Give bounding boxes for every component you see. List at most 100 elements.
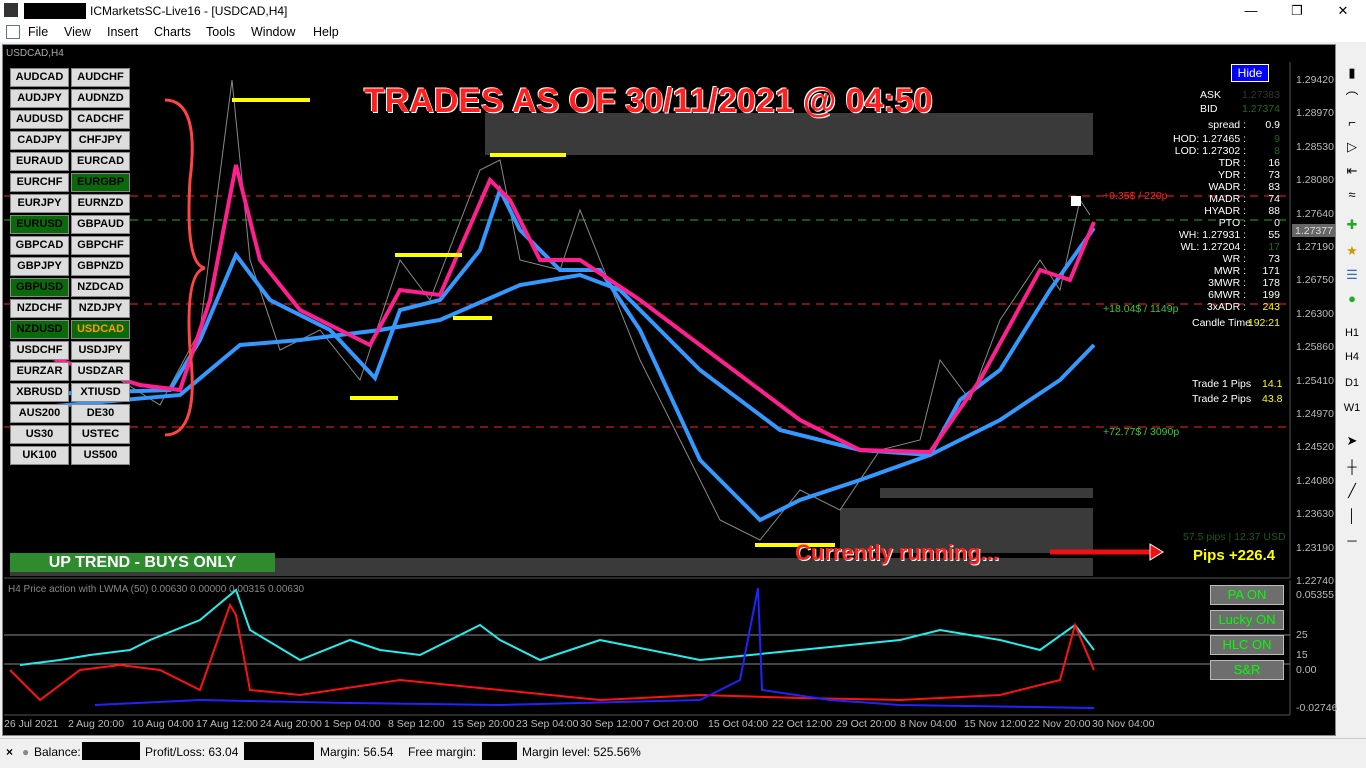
- line-label-2: +72.77$ / 3090p: [1103, 426, 1180, 438]
- sr-button[interactable]: S&R: [1210, 660, 1284, 680]
- symbol-button-de30[interactable]: DE30: [71, 404, 130, 423]
- tf-h4[interactable]: H4: [1344, 351, 1360, 363]
- price-tick: 1.23630: [1296, 508, 1334, 521]
- info-value: 73: [1268, 253, 1280, 265]
- symbol-button-audusd[interactable]: AUDUSD: [10, 110, 69, 129]
- date-tick: 8 Nov 04:00: [900, 718, 957, 730]
- symbol-button-eurjpy[interactable]: EURJPY: [10, 194, 69, 213]
- symbol-button-chfjpy[interactable]: CHFJPY: [71, 131, 130, 150]
- cursor-icon[interactable]: ➤: [1346, 433, 1358, 448]
- indicators-icon[interactable]: ≈: [1348, 187, 1356, 202]
- redacted-free-margin: [482, 742, 517, 760]
- vertical-line-icon[interactable]: │: [1347, 508, 1357, 523]
- symbol-button-uk100[interactable]: UK100: [10, 446, 69, 465]
- symbol-button-nzdchf[interactable]: NZDCHF: [10, 299, 69, 318]
- bar-chart-icon[interactable]: ▮: [1348, 65, 1356, 80]
- tf-h1[interactable]: H1: [1344, 327, 1360, 339]
- info-label: WR :: [1222, 253, 1246, 265]
- maximize-button[interactable]: ❐: [1291, 3, 1303, 18]
- symbol-button-cadjpy[interactable]: CADJPY: [10, 131, 69, 150]
- app-icon: [4, 3, 18, 17]
- horizontal-line-icon[interactable]: ─: [1347, 533, 1357, 548]
- line-label-1: +18.04$ / 1149p: [1103, 303, 1179, 315]
- symbol-button-gbpjpy[interactable]: GBPJPY: [10, 257, 69, 276]
- lucky-on-button[interactable]: Lucky ON: [1210, 610, 1284, 630]
- symbol-button-gbpusd[interactable]: GBPUSD: [10, 278, 69, 297]
- symbol-button-us30[interactable]: US30: [10, 425, 69, 444]
- symbol-button-gbpnzd[interactable]: GBPNZD: [71, 257, 130, 276]
- close-terminal-icon[interactable]: ×: [6, 745, 14, 759]
- symbol-button-eurnzd[interactable]: EURNZD: [71, 194, 130, 213]
- step-chart-icon[interactable]: ⌐: [1348, 115, 1356, 130]
- menu-file[interactable]: File: [28, 25, 49, 39]
- market-icon[interactable]: ●: [1348, 291, 1356, 306]
- symbol-button-audchf[interactable]: AUDCHF: [71, 68, 130, 87]
- symbol-button-usdchf[interactable]: USDCHF: [10, 341, 69, 360]
- symbol-button-gbpchf[interactable]: GBPCHF: [71, 236, 130, 255]
- symbol-button-usdjpy[interactable]: USDJPY: [71, 341, 130, 360]
- menu-insert[interactable]: Insert: [107, 25, 139, 39]
- ind-tick-min: -0.02746: [1296, 702, 1338, 714]
- tf-d1[interactable]: D1: [1344, 377, 1360, 389]
- date-tick: 23 Sep 04:00: [516, 718, 579, 730]
- info-value: 73: [1268, 169, 1280, 181]
- symbol-button-eurgbp[interactable]: EURGBP: [71, 173, 130, 192]
- symbol-button-nzdusd[interactable]: NZDUSD: [10, 320, 69, 339]
- symbol-button-nzdjpy[interactable]: NZDJPY: [71, 299, 130, 318]
- symbol-button-gbpaud[interactable]: GBPAUD: [71, 215, 130, 234]
- menu-tools[interactable]: Tools: [206, 25, 236, 39]
- navigator-icon[interactable]: ☰: [1346, 267, 1358, 282]
- symbol-button-audnzd[interactable]: AUDNZD: [71, 89, 130, 108]
- new-chart-icon[interactable]: ✚: [1346, 217, 1358, 232]
- symbol-button-eurchf[interactable]: EURCHF: [10, 173, 69, 192]
- price-tick: 1.26750: [1296, 274, 1334, 287]
- info-value: 0: [1274, 217, 1280, 229]
- menu-view[interactable]: View: [64, 25, 91, 39]
- info-value: 9: [1274, 133, 1280, 145]
- hide-button[interactable]: Hide: [1231, 64, 1269, 82]
- crosshair-icon[interactable]: ┼: [1347, 459, 1357, 474]
- info-value: 178: [1262, 277, 1280, 289]
- symbol-button-aus200[interactable]: AUS200: [10, 404, 69, 423]
- line-chart-icon[interactable]: ⌒: [1345, 91, 1359, 106]
- price-tick: 1.25410: [1296, 374, 1334, 387]
- menu-help[interactable]: Help: [313, 25, 339, 39]
- menu-charts[interactable]: Charts: [154, 25, 191, 39]
- tf-w1[interactable]: W1: [1343, 402, 1361, 414]
- info-value: 16: [1268, 157, 1280, 169]
- symbol-button-usdzar[interactable]: USDZAR: [71, 362, 130, 381]
- symbol-button-xbrusd[interactable]: XBRUSD: [10, 383, 69, 402]
- symbol-button-usdcad[interactable]: USDCAD: [71, 320, 130, 339]
- minimize-button[interactable]: —: [1244, 3, 1258, 18]
- hlc-on-button[interactable]: HLC ON: [1210, 635, 1284, 655]
- symbol-button-cadchf[interactable]: CADCHF: [71, 110, 130, 129]
- symbol-button-eurusd[interactable]: EURUSD: [10, 215, 69, 234]
- balance-label: Balance:: [34, 745, 81, 759]
- symbol-button-gbpcad[interactable]: GBPCAD: [10, 236, 69, 255]
- symbol-button-ustec[interactable]: USTEC: [71, 425, 130, 444]
- symbol-button-xtiusd[interactable]: XTIUSD: [71, 383, 130, 402]
- ind-tick-max: 0.05355: [1296, 589, 1334, 601]
- close-button[interactable]: ✕: [1337, 3, 1349, 18]
- symbol-button-eurcad[interactable]: EURCAD: [71, 152, 130, 171]
- margin-level: Margin level: 525.56%: [522, 745, 641, 759]
- symbol-button-euraud[interactable]: EURAUD: [10, 152, 69, 171]
- menu-window[interactable]: Window: [251, 25, 296, 39]
- trendline-icon[interactable]: ╱: [1348, 483, 1356, 498]
- date-tick: 1 Sep 04:00: [324, 718, 381, 730]
- symbol-button-eurzar[interactable]: EURZAR: [10, 362, 69, 381]
- autoscroll-icon[interactable]: ▷: [1347, 139, 1357, 154]
- pa-on-button[interactable]: PA ON: [1210, 585, 1284, 605]
- symbol-button-us500[interactable]: US500: [71, 446, 130, 465]
- date-tick: 2 Aug 20:00: [68, 718, 125, 730]
- shift-chart-icon[interactable]: ⇤: [1346, 163, 1358, 178]
- redacted-equity: [244, 742, 314, 760]
- symbol-button-audcad[interactable]: AUDCAD: [10, 68, 69, 87]
- symbol-button-audjpy[interactable]: AUDJPY: [10, 89, 69, 108]
- info-label: WADR :: [1208, 181, 1246, 193]
- date-tick: 15 Sep 20:00: [452, 718, 515, 730]
- supply-zone: [485, 113, 1093, 155]
- symbol-button-nzdcad[interactable]: NZDCAD: [71, 278, 130, 297]
- templates-icon[interactable]: ★: [1346, 243, 1358, 258]
